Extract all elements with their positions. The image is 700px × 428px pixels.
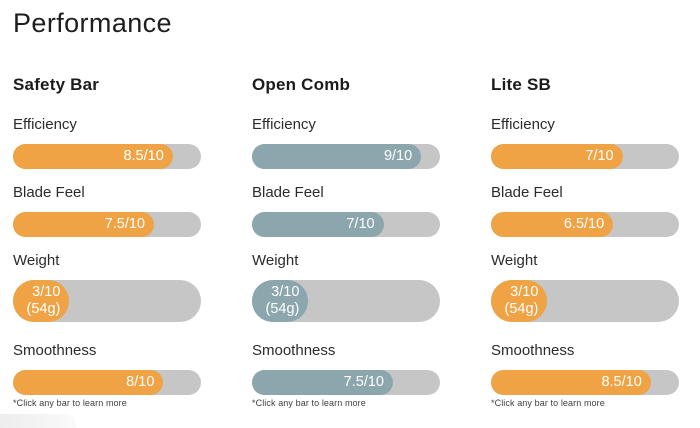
product-name: Open Comb <box>252 75 351 94</box>
bar-track-blade-feel[interactable]: 7.5/10 <box>13 212 201 237</box>
bar-score: 8/10 <box>126 374 155 390</box>
footnote: *Click any bar to learn more <box>491 398 605 408</box>
bar-fill-weight[interactable]: 3/10 (54g) <box>491 280 548 322</box>
metric-blade-feel: Blade Feel 7/10 <box>252 183 440 237</box>
next-section-edge <box>0 414 76 428</box>
page-title: Performance <box>13 8 172 38</box>
bar-score-sub: (54g) <box>26 301 61 317</box>
bar-score: 3/10 <box>32 284 61 300</box>
product-name: Safety Bar <box>13 75 100 94</box>
bar-score: 6.5/10 <box>563 216 605 232</box>
metric-label: Efficiency <box>252 116 316 133</box>
bar-track-efficiency[interactable]: 8.5/10 <box>13 144 201 169</box>
metric-smoothness: Smoothness 7.5/10 <box>252 341 440 395</box>
metric-label: Blade Feel <box>491 184 563 201</box>
bar-fill-efficiency[interactable]: 7/10 <box>491 144 623 169</box>
metric-blade-feel: Blade Feel 7.5/10 <box>13 183 201 237</box>
product-column-safety-bar: Safety Bar Efficiency 8.5/10 Blade Feel 7.5/… <box>13 76 201 408</box>
metric-efficiency: Efficiency 8.5/10 <box>13 115 201 169</box>
bar-fill-blade-feel[interactable]: 7.5/10 <box>13 212 154 237</box>
bar-track-blade-feel[interactable]: 6.5/10 <box>491 212 679 237</box>
metric-smoothness: Smoothness 8/10 <box>13 341 201 395</box>
bar-score: 8.5/10 <box>123 148 164 164</box>
metric-smoothness: Smoothness 8.5/10 <box>491 341 679 395</box>
metric-label: Smoothness <box>252 342 336 359</box>
metric-label: Efficiency <box>491 116 555 133</box>
metric-label: Efficiency <box>13 116 77 133</box>
bar-score-sub: (54g) <box>265 301 300 317</box>
bar-fill-smoothness[interactable]: 8.5/10 <box>491 370 651 395</box>
bar-track-smoothness[interactable]: 7.5/10 <box>252 370 440 395</box>
bar-fill-weight[interactable]: 3/10 (54g) <box>13 280 70 322</box>
metric-label: Blade Feel <box>13 184 85 201</box>
columns-container: Safety Bar Efficiency 8.5/10 Blade Feel 7.5/… <box>13 76 700 408</box>
bar-track-weight[interactable]: 3/10 (54g) <box>252 280 440 322</box>
bar-score: 3/10 <box>271 284 300 300</box>
metric-label: Smoothness <box>13 342 97 359</box>
bar-score: 7.5/10 <box>104 216 145 232</box>
bar-score: 9/10 <box>383 148 413 164</box>
metric-label: Smoothness <box>491 342 575 359</box>
bar-fill-weight[interactable]: 3/10 (54g) <box>252 280 309 322</box>
bar-track-smoothness[interactable]: 8/10 <box>13 370 201 395</box>
bar-score: 7/10 <box>346 216 375 232</box>
metric-label: Weight <box>13 252 60 269</box>
metric-weight: Weight 3/10 (54g) <box>13 251 201 322</box>
bar-score-sub: (54g) <box>504 301 539 317</box>
bar-fill-smoothness[interactable]: 7.5/10 <box>252 370 393 395</box>
product-column-lite-sb: Lite SB Efficiency 7/10 Blade Feel 6.5/10 Wei… <box>491 76 679 408</box>
footnote: *Click any bar to learn more <box>252 398 366 408</box>
metric-weight: Weight 3/10 (54g) <box>491 251 679 322</box>
performance-section: Performance Safety Bar Efficiency 8.5/10 Bl… <box>13 8 700 408</box>
bar-fill-blade-feel[interactable]: 6.5/10 <box>491 212 614 237</box>
bar-track-efficiency[interactable]: 7/10 <box>491 144 679 169</box>
metric-label: Weight <box>252 252 299 269</box>
bar-score: 7/10 <box>585 148 614 164</box>
bar-track-weight[interactable]: 3/10 (54g) <box>491 280 679 322</box>
metric-label: Blade Feel <box>252 184 324 201</box>
product-name: Lite SB <box>491 75 551 94</box>
metric-blade-feel: Blade Feel 6.5/10 <box>491 183 679 237</box>
bar-fill-efficiency[interactable]: 9/10 <box>252 144 422 169</box>
bar-score: 3/10 <box>510 284 539 300</box>
product-column-open-comb: Open Comb Efficiency 9/10 Blade Feel 7/10 Wei… <box>252 76 440 408</box>
bar-fill-efficiency[interactable]: 8.5/10 <box>13 144 173 169</box>
metric-efficiency: Efficiency 7/10 <box>491 115 679 169</box>
metric-weight: Weight 3/10 (54g) <box>252 251 440 322</box>
bar-score: 7.5/10 <box>343 374 384 390</box>
footnote: *Click any bar to learn more <box>13 398 127 408</box>
bar-fill-blade-feel[interactable]: 7/10 <box>252 212 384 237</box>
bar-track-smoothness[interactable]: 8.5/10 <box>491 370 679 395</box>
bar-fill-smoothness[interactable]: 8/10 <box>13 370 164 395</box>
bar-track-blade-feel[interactable]: 7/10 <box>252 212 440 237</box>
metric-label: Weight <box>491 252 538 269</box>
bar-track-weight[interactable]: 3/10 (54g) <box>13 280 201 322</box>
bar-score: 8.5/10 <box>601 374 642 390</box>
bar-track-efficiency[interactable]: 9/10 <box>252 144 440 169</box>
metric-efficiency: Efficiency 9/10 <box>252 115 440 169</box>
